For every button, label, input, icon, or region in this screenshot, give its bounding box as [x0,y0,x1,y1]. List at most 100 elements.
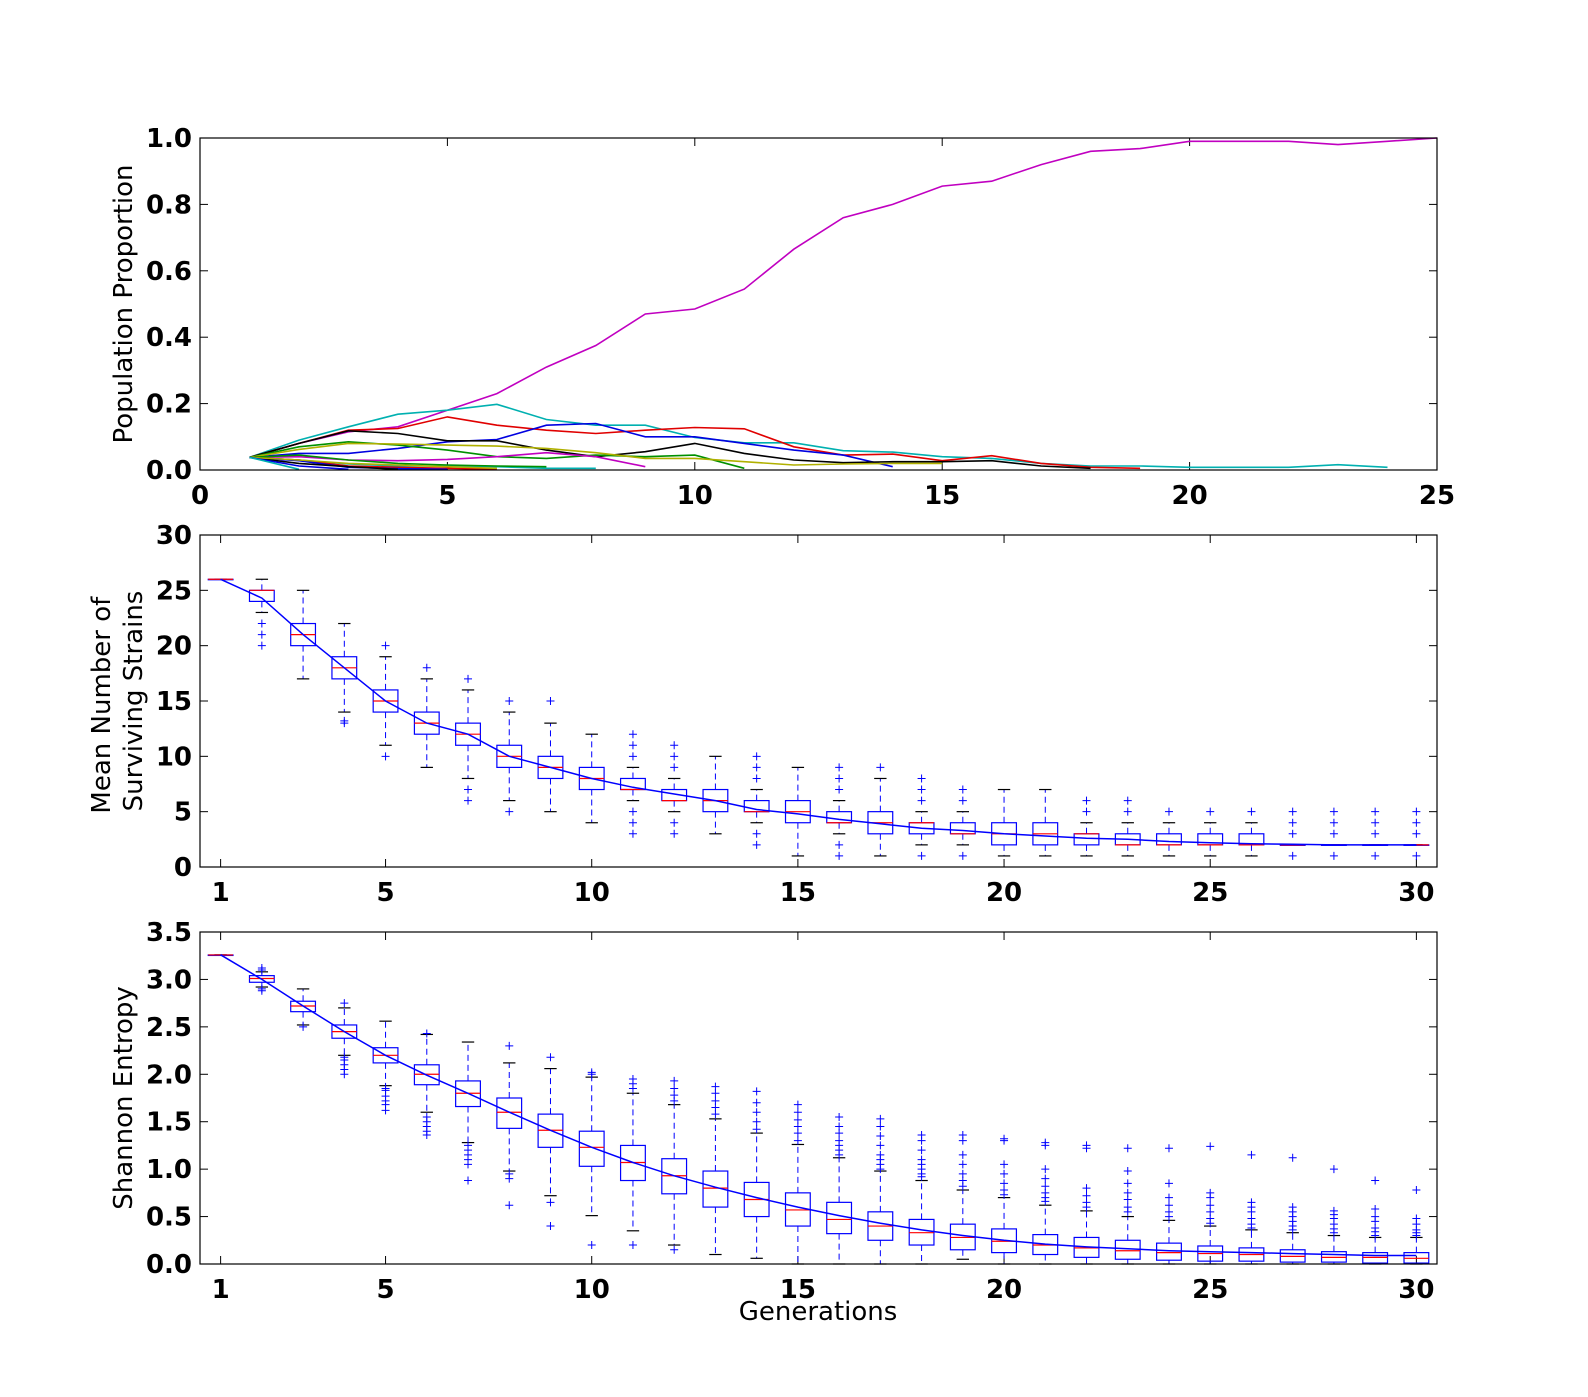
outlier-marker [835,840,844,849]
outlier-marker [1371,1204,1380,1213]
outlier-marker [752,840,761,849]
outlier-marker [711,1082,720,1091]
series-line-3 [249,416,1141,470]
outlier-marker [422,1029,431,1038]
box-iqr [1156,1242,1182,1261]
plot-frame [199,137,1438,471]
outlier-marker [1247,1198,1256,1207]
x-tick-label: 5 [377,878,395,908]
outlier-marker [1164,1144,1173,1153]
outlier-marker [835,1112,844,1121]
outlier-marker [340,1053,349,1062]
outlier-marker [1206,1188,1215,1197]
outlier-marker [1288,829,1297,838]
outlier-marker [464,1141,473,1150]
outlier-marker [1371,807,1380,816]
outlier-marker [752,752,761,761]
x-tick-label: 15 [780,878,816,908]
panel-population-proportion: 0.0 0.2 0.4 0.6 0.8 1.0 0 5 10 15 20 25 Population … [109,124,1455,511]
x-axis-label: Generations [739,1297,898,1327]
x-tick-label: 10 [574,1275,610,1305]
box-generation-25 [1197,807,1224,857]
x-tick-label: 20 [986,878,1022,908]
box-generation-12 [661,1076,688,1254]
box-generation-24 [1156,807,1182,857]
y-tick-label: 0.8 [146,190,192,220]
outlier-marker [1371,818,1380,827]
outlier-marker [1412,1214,1421,1223]
outlier-marker [1123,1144,1132,1153]
box-generation-9 [537,697,564,813]
outlier-marker [1000,1160,1009,1169]
outlier-marker [340,716,349,725]
outlier-marker [1000,1179,1009,1188]
outlier-marker [505,1041,514,1050]
box-generation-26 [1238,1150,1265,1265]
panel-shannon-entropy: 0.00.51.01.52.02.53.03.51 5 10 15 20 25 30 Sha… [109,918,1438,1327]
outlier-marker [1082,807,1091,816]
outlier-marker [958,1150,967,1159]
y-tick-label: 15 [156,687,192,717]
outlier-marker [546,1053,555,1062]
y-tick-label: 0.0 [146,456,192,486]
y-tick-label: 20 [156,632,192,662]
outlier-marker [793,1108,802,1117]
x-tick-label: 25 [1192,878,1228,908]
box-generation-15 [784,1100,811,1265]
box-generation-5 [372,1020,399,1115]
y-tick-label: 1.5 [146,1108,192,1138]
outlier-marker [422,663,431,672]
y-tick-label: 1.0 [146,124,192,154]
box-iqr [578,1130,605,1167]
series-line-16 [249,456,300,471]
outlier-marker [628,829,637,838]
outlier-marker [1412,807,1421,816]
outlier-marker [1206,1201,1215,1210]
outlier-marker [340,999,349,1008]
x-tick-label: 10 [574,878,610,908]
outlier-marker [752,1098,761,1107]
box-generation-6 [413,1029,440,1139]
outlier-marker [257,964,266,973]
outlier-marker [835,1136,844,1145]
mean-line [220,578,1417,846]
box-generation-3 [290,988,317,1031]
outlier-marker [752,1125,761,1134]
box-generation-14 [743,1087,770,1259]
outlier-marker [464,785,473,794]
outlier-marker [1164,1193,1173,1202]
outlier-marker [835,785,844,794]
outlier-marker [1329,829,1338,838]
outlier-marker [381,752,390,761]
box-generation-14 [743,752,770,849]
outlier-marker [628,730,637,739]
box-generation-8 [496,1041,523,1210]
x-tick-label: 25 [1192,1275,1228,1305]
outlier-marker [1164,807,1173,816]
outlier-marker [670,1076,679,1085]
outlier-marker [1123,1188,1132,1197]
y-tick-label: 0 [174,853,192,883]
outlier-marker [257,984,266,993]
outlier-marker [876,1141,885,1150]
y-tick-label: 3.0 [146,965,192,995]
outlier-marker [1288,818,1297,827]
outlier-marker [1041,1165,1050,1174]
x-tick-label: 30 [1398,878,1434,908]
outlier-marker [1041,1182,1050,1191]
outlier-marker [711,1096,720,1105]
outlier-marker [1164,1201,1173,1210]
outlier-marker [1288,851,1297,860]
y-tick-label: 0.6 [146,257,192,287]
outlier-marker [1123,1179,1132,1188]
box-iqr [248,589,275,602]
outlier-marker [257,641,266,650]
box-generation-18 [908,774,935,860]
box-generation-11 [619,730,646,838]
outlier-marker [1371,829,1380,838]
box-generation-12 [661,741,688,838]
outlier-marker [917,1130,926,1139]
outlier-marker [958,1130,967,1139]
box-generation-15 [784,766,811,857]
